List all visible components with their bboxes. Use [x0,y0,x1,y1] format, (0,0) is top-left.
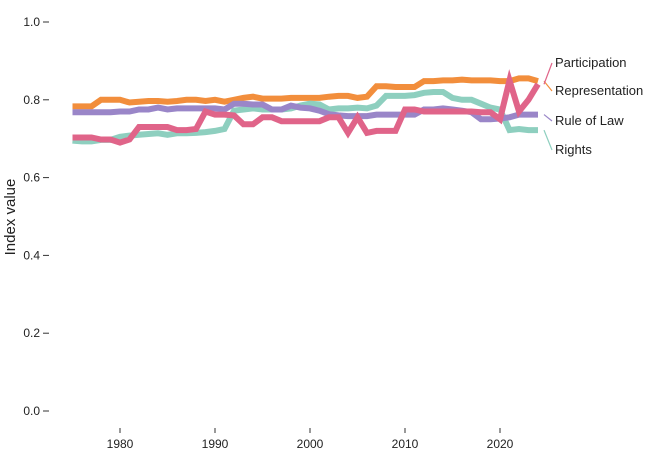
series-lines [72,69,541,146]
legend-label-rights: Rights [555,142,592,157]
legend-label-participation: Participation [555,55,627,70]
legend-leader-line [543,80,553,92]
legend-label-representation: Representation [555,83,643,98]
y-tick-label: 0.2 [23,326,40,340]
x-axis: 1980 1990 2000 2010 2020 [107,428,514,451]
y-tick-label: 1.0 [23,15,40,29]
legend-leader-line [543,114,553,122]
series-line-participation [72,69,541,146]
series-line-representation [72,75,539,110]
legend-leader-line [543,62,553,85]
y-tick-label: 0.0 [23,404,40,418]
y-axis-title: Index value [2,179,19,256]
y-tick-label: 0.6 [23,171,40,185]
legend-leader-line [543,129,553,151]
legend-label-rule-of-law: Rule of Law [555,113,624,128]
legend: Representation Participation Rule of Law Ri… [543,55,643,157]
x-tick-label: 1980 [107,437,134,451]
y-tick-label: 0.4 [23,248,40,262]
x-tick-label: 2010 [392,437,419,451]
x-tick-label: 2020 [487,437,514,451]
x-tick-label: 1990 [202,437,229,451]
y-tick-label: 0.8 [23,93,40,107]
y-axis: 0.0 0.2 0.4 0.6 0.8 1.0 [23,15,49,418]
series-line-rights [72,89,538,145]
x-tick-label: 2000 [297,437,324,451]
